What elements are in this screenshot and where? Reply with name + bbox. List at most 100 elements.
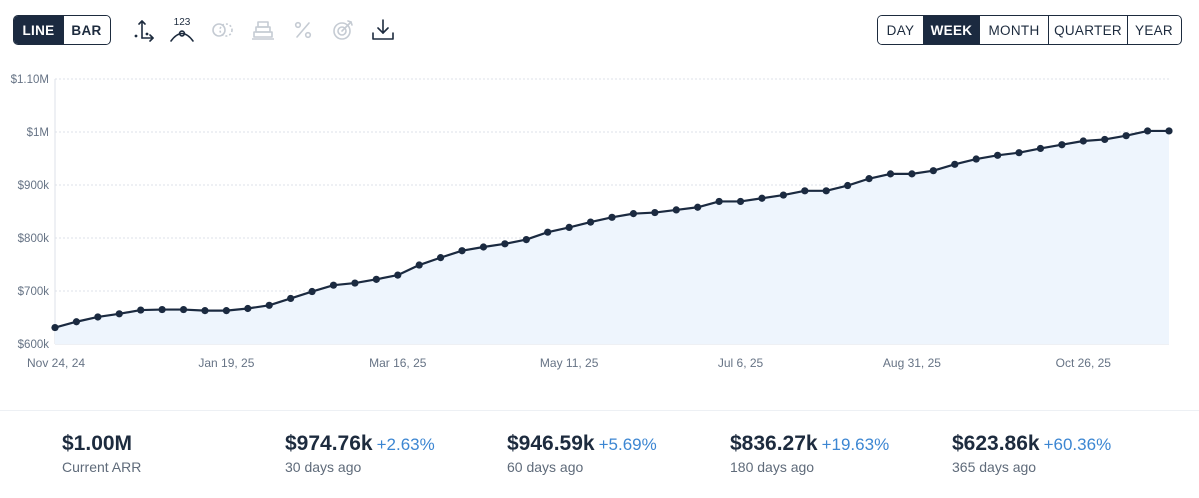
data-point [651,208,659,217]
data-point [415,261,423,269]
stat-label: 30 days ago [285,459,362,475]
data-point [758,194,766,202]
stat-365-days: $623.86k +60.36% 365 days ago [952,432,1111,475]
data-point [179,305,188,314]
data-point [972,155,980,163]
data-point [244,304,252,313]
data-point [736,197,745,206]
data-point [608,213,616,221]
stat-change: +5.69% [598,435,657,454]
period-month-button[interactable]: MONTH [980,16,1049,44]
bar-chart-button[interactable]: BAR [64,16,109,44]
data-point [801,187,809,195]
data-point [951,160,959,168]
stack-icon[interactable] [249,16,277,44]
arr-line-chart[interactable]: $600k $700k $800k $900k $1M $1.10M Nov 24, 24 J… [0,62,1199,382]
stat-180-days: $836.27k +19.63% 180 days ago [730,432,889,475]
y-tick-label: $900k [18,180,50,192]
data-point [222,307,230,315]
data-point [265,301,273,309]
data-point [929,167,937,175]
percent-icon[interactable] [289,16,317,44]
stat-value: $1.00M [62,432,133,455]
period-day-button[interactable]: DAY [878,16,924,44]
stat-30-days: $974.76k +2.63% 30 days ago [285,432,435,475]
data-point [458,247,466,255]
data-point [565,223,573,231]
data-point [1101,135,1109,144]
data-point [629,210,638,218]
data-labels-icon[interactable] [168,16,196,44]
data-point [501,240,509,248]
data-point [1015,149,1023,157]
stat-label: Current ARR [62,459,142,475]
x-tick-label: Jan 19, 25 [198,356,254,370]
data-point [715,197,723,206]
period-year-button[interactable]: YEAR [1128,16,1180,44]
data-point [522,235,530,244]
data-point [287,294,295,303]
data-point [394,271,402,279]
stat-change: +60.36% [1043,435,1112,454]
data-point [372,275,380,283]
data-point [351,279,359,287]
stat-change: +2.63% [376,435,435,454]
data-point [908,170,916,178]
data-point [544,228,552,236]
x-tick-label: Oct 26, 25 [1056,356,1112,370]
stat-60-days: $946.59k +5.69% 60 days ago [507,432,657,475]
series-area-fill [55,130,1169,344]
goal-target-icon[interactable] [329,16,357,44]
stat-label: 365 days ago [952,459,1037,475]
data-point [158,305,166,314]
x-tick-label: May 11, 25 [540,356,599,370]
data-point [1058,141,1066,149]
download-icon[interactable] [369,16,397,44]
data-point [586,218,595,226]
data-point [479,243,488,251]
data-point [329,281,338,289]
y-tick-label: $800k [18,233,50,245]
data-point [51,323,59,332]
y-tick-label: $1.10M [11,74,49,86]
x-tick-label: Mar 16, 25 [369,356,427,370]
data-point [844,181,852,190]
period-week-button[interactable]: WEEK [924,16,980,44]
stat-value: $946.59k [507,432,595,455]
data-point [1165,127,1173,135]
stat-label: 180 days ago [730,459,815,475]
x-tick-label: Aug 31, 25 [883,356,941,370]
line-chart-button[interactable]: LINE [14,16,64,44]
data-point [1079,137,1087,145]
data-point [115,310,123,318]
data-labels-text: 123 [173,17,191,28]
stat-label: 60 days ago [507,459,584,475]
data-point [72,318,81,326]
period-quarter-button[interactable]: QUARTER [1049,16,1128,44]
data-point [822,187,830,195]
data-point [886,170,895,178]
data-point [779,191,787,199]
stats-divider [0,410,1199,411]
data-point [94,313,102,321]
period-toggle: DAY WEEK MONTH QUARTER YEAR [877,15,1182,45]
axis-toggle-icon[interactable] [130,16,158,44]
data-point [994,151,1002,159]
data-point [137,306,145,314]
stat-change: +19.63% [821,435,890,454]
data-point [1036,144,1045,153]
data-point [437,254,445,262]
y-tick-label: $600k [18,339,50,351]
y-tick-label: $700k [18,286,50,298]
stat-value: $836.27k [730,432,818,455]
stat-value: $623.86k [952,432,1040,455]
data-point [672,206,680,214]
y-tick-label: $1M [27,127,49,139]
x-tick-label: Jul 6, 25 [718,356,764,370]
data-point [694,203,702,211]
compare-icon[interactable] [208,16,236,44]
chart-toolbar: LINE BAR 123 [0,0,1199,62]
x-tick-label: Nov 24, 24 [27,356,85,370]
chart-type-toggle: LINE BAR [13,15,111,45]
stat-value: $974.76k [285,432,373,455]
